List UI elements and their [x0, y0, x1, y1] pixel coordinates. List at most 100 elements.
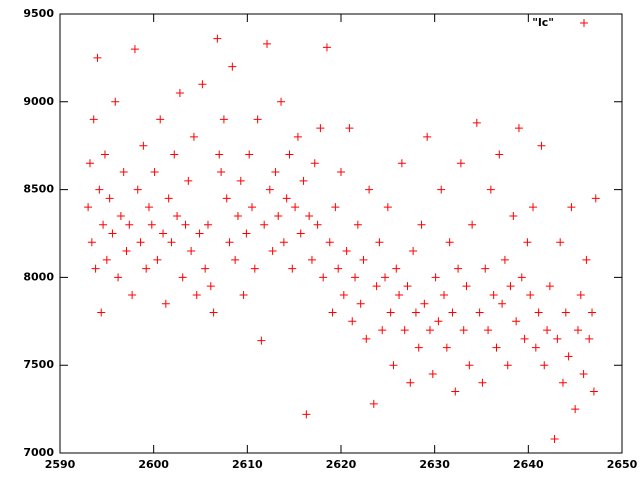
point [489, 290, 498, 299]
point [475, 308, 484, 317]
point [268, 247, 277, 256]
point [319, 273, 328, 282]
x-tick-label: 2610 [232, 458, 263, 471]
point [395, 290, 404, 299]
point [293, 132, 302, 141]
point [442, 343, 451, 352]
point [582, 255, 591, 264]
x-tick-label: 2590 [45, 458, 76, 471]
point [209, 308, 218, 317]
point [372, 282, 381, 291]
point [414, 343, 423, 352]
point [242, 229, 251, 238]
point [375, 238, 384, 247]
point [381, 273, 390, 282]
point [192, 290, 201, 299]
point [122, 247, 131, 256]
point [84, 203, 93, 212]
point [206, 282, 215, 291]
point [526, 290, 535, 299]
point [299, 176, 308, 185]
point [181, 220, 190, 229]
point [348, 317, 357, 326]
point [468, 220, 477, 229]
x-tick-label: 2620 [326, 458, 357, 471]
point [386, 308, 395, 317]
point [545, 282, 554, 291]
point [420, 299, 429, 308]
point [509, 211, 518, 220]
point [164, 194, 173, 203]
point [400, 326, 409, 335]
point [277, 97, 286, 106]
point [288, 264, 297, 273]
point [316, 124, 325, 133]
point [93, 53, 102, 62]
point [187, 247, 196, 256]
point [351, 273, 360, 282]
point [142, 264, 151, 273]
point [514, 124, 523, 133]
x-tick-label: 2600 [138, 458, 169, 471]
point [128, 290, 137, 299]
point [282, 194, 291, 203]
point [313, 220, 322, 229]
point [203, 220, 212, 229]
point [253, 115, 262, 124]
point [195, 229, 204, 238]
point [534, 308, 543, 317]
point [99, 220, 108, 229]
point [102, 255, 111, 264]
point [389, 361, 398, 370]
point [456, 159, 465, 168]
point [564, 352, 573, 361]
point [250, 264, 259, 273]
point [342, 247, 351, 256]
point [225, 238, 234, 247]
point [222, 194, 231, 203]
point [119, 168, 128, 177]
point [425, 326, 434, 335]
point [520, 334, 529, 343]
point [481, 264, 490, 273]
point [406, 378, 415, 387]
point [403, 282, 412, 291]
point [257, 336, 266, 345]
point [245, 150, 254, 159]
point [423, 132, 432, 141]
point [325, 238, 334, 247]
point [472, 118, 481, 127]
point [365, 185, 374, 194]
point [201, 264, 210, 273]
point [567, 203, 576, 212]
point [540, 361, 549, 370]
point [184, 176, 193, 185]
point [506, 282, 515, 291]
point [486, 185, 495, 194]
point [91, 264, 100, 273]
point [139, 141, 148, 150]
point [550, 434, 559, 443]
y-tick-label: 7500 [23, 358, 54, 371]
point [356, 299, 365, 308]
point [175, 89, 184, 98]
point [219, 115, 228, 124]
point [133, 185, 142, 194]
point [248, 203, 257, 212]
point [116, 211, 125, 220]
point [236, 176, 245, 185]
x-tick-label: 2650 [607, 458, 638, 471]
point [130, 45, 139, 54]
point [144, 203, 153, 212]
point [339, 290, 348, 299]
point [454, 264, 463, 273]
point [378, 326, 387, 335]
point [495, 150, 504, 159]
point [417, 220, 426, 229]
point [478, 378, 487, 387]
legend-label: "lc" [532, 16, 554, 29]
point [434, 317, 443, 326]
point [274, 211, 283, 220]
point [217, 168, 226, 177]
point [100, 150, 109, 159]
